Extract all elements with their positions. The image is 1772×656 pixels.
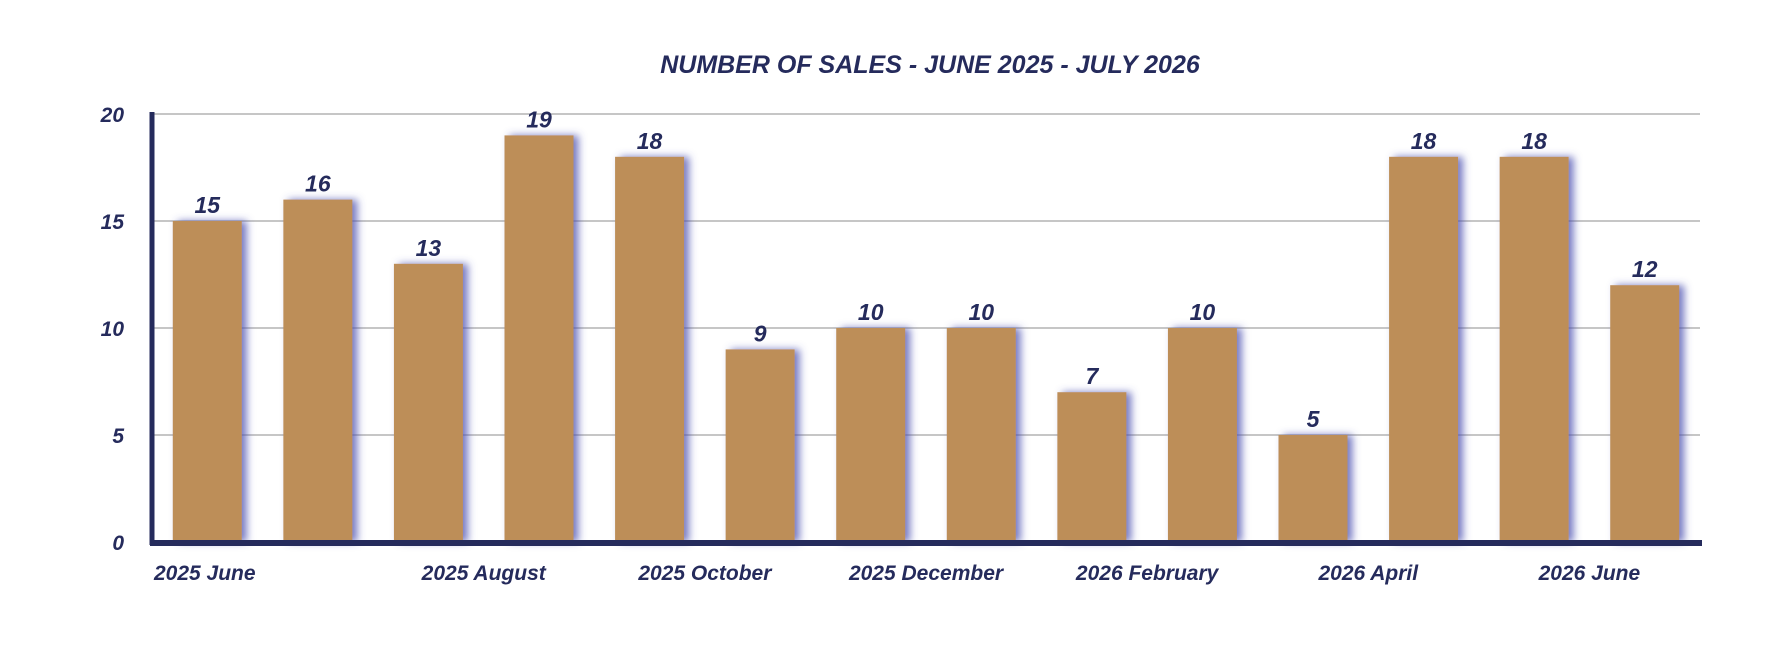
data-label: 10 bbox=[858, 299, 884, 325]
bar bbox=[1167, 328, 1237, 542]
data-label: 12 bbox=[1632, 256, 1658, 282]
bar bbox=[1499, 156, 1569, 543]
y-tick-label: 0 bbox=[112, 532, 124, 555]
x-axis-ticks: 2025 June 2025 August 2025 October 2025 Dec… bbox=[153, 562, 1641, 585]
bar bbox=[1057, 392, 1127, 542]
gridlines bbox=[152, 113, 1700, 436]
bar bbox=[946, 328, 1016, 542]
bar bbox=[1389, 156, 1459, 543]
data-label: 18 bbox=[637, 128, 663, 154]
y-axis-ticks: 0 5 10 15 20 bbox=[100, 104, 125, 555]
bar bbox=[725, 349, 795, 542]
y-tick-label: 5 bbox=[112, 425, 124, 448]
data-label: 10 bbox=[1190, 299, 1216, 325]
x-tick-label: 2026 June bbox=[1538, 562, 1641, 585]
bar bbox=[504, 135, 574, 542]
x-tick-label: 2025 December bbox=[848, 562, 1005, 585]
data-label: 19 bbox=[526, 106, 552, 132]
axes bbox=[149, 112, 1702, 546]
x-tick-label: 2025 October bbox=[637, 562, 773, 585]
bar bbox=[283, 199, 353, 542]
x-tick-label: 2026 February bbox=[1075, 562, 1220, 585]
data-labels: 15 16 13 19 18 9 10 10 7 10 5 18 18 12 bbox=[194, 106, 1657, 432]
data-label: 18 bbox=[1521, 128, 1547, 154]
chart-title: NUMBER OF SALES - JUNE 2025 - JULY 2026 bbox=[660, 51, 1201, 79]
bar bbox=[393, 263, 463, 542]
x-tick-label: 2025 August bbox=[421, 562, 547, 585]
bars bbox=[172, 135, 1680, 543]
x-tick-label: 2026 April bbox=[1317, 562, 1419, 585]
data-label: 16 bbox=[305, 171, 331, 197]
bar bbox=[1610, 285, 1680, 542]
data-label: 13 bbox=[416, 235, 442, 261]
data-label: 18 bbox=[1411, 128, 1437, 154]
y-tick-label: 10 bbox=[101, 318, 125, 341]
bar bbox=[615, 156, 685, 543]
y-tick-label: 15 bbox=[101, 211, 125, 234]
data-label: 15 bbox=[194, 192, 221, 218]
data-label: 7 bbox=[1085, 363, 1099, 389]
x-tick-label: 2025 June bbox=[153, 562, 256, 585]
data-label: 9 bbox=[754, 320, 767, 346]
data-label: 5 bbox=[1307, 406, 1321, 432]
bar bbox=[172, 221, 242, 542]
y-tick-label: 20 bbox=[100, 104, 125, 127]
bar bbox=[1278, 435, 1348, 542]
data-label: 10 bbox=[968, 299, 994, 325]
bar bbox=[836, 328, 906, 542]
